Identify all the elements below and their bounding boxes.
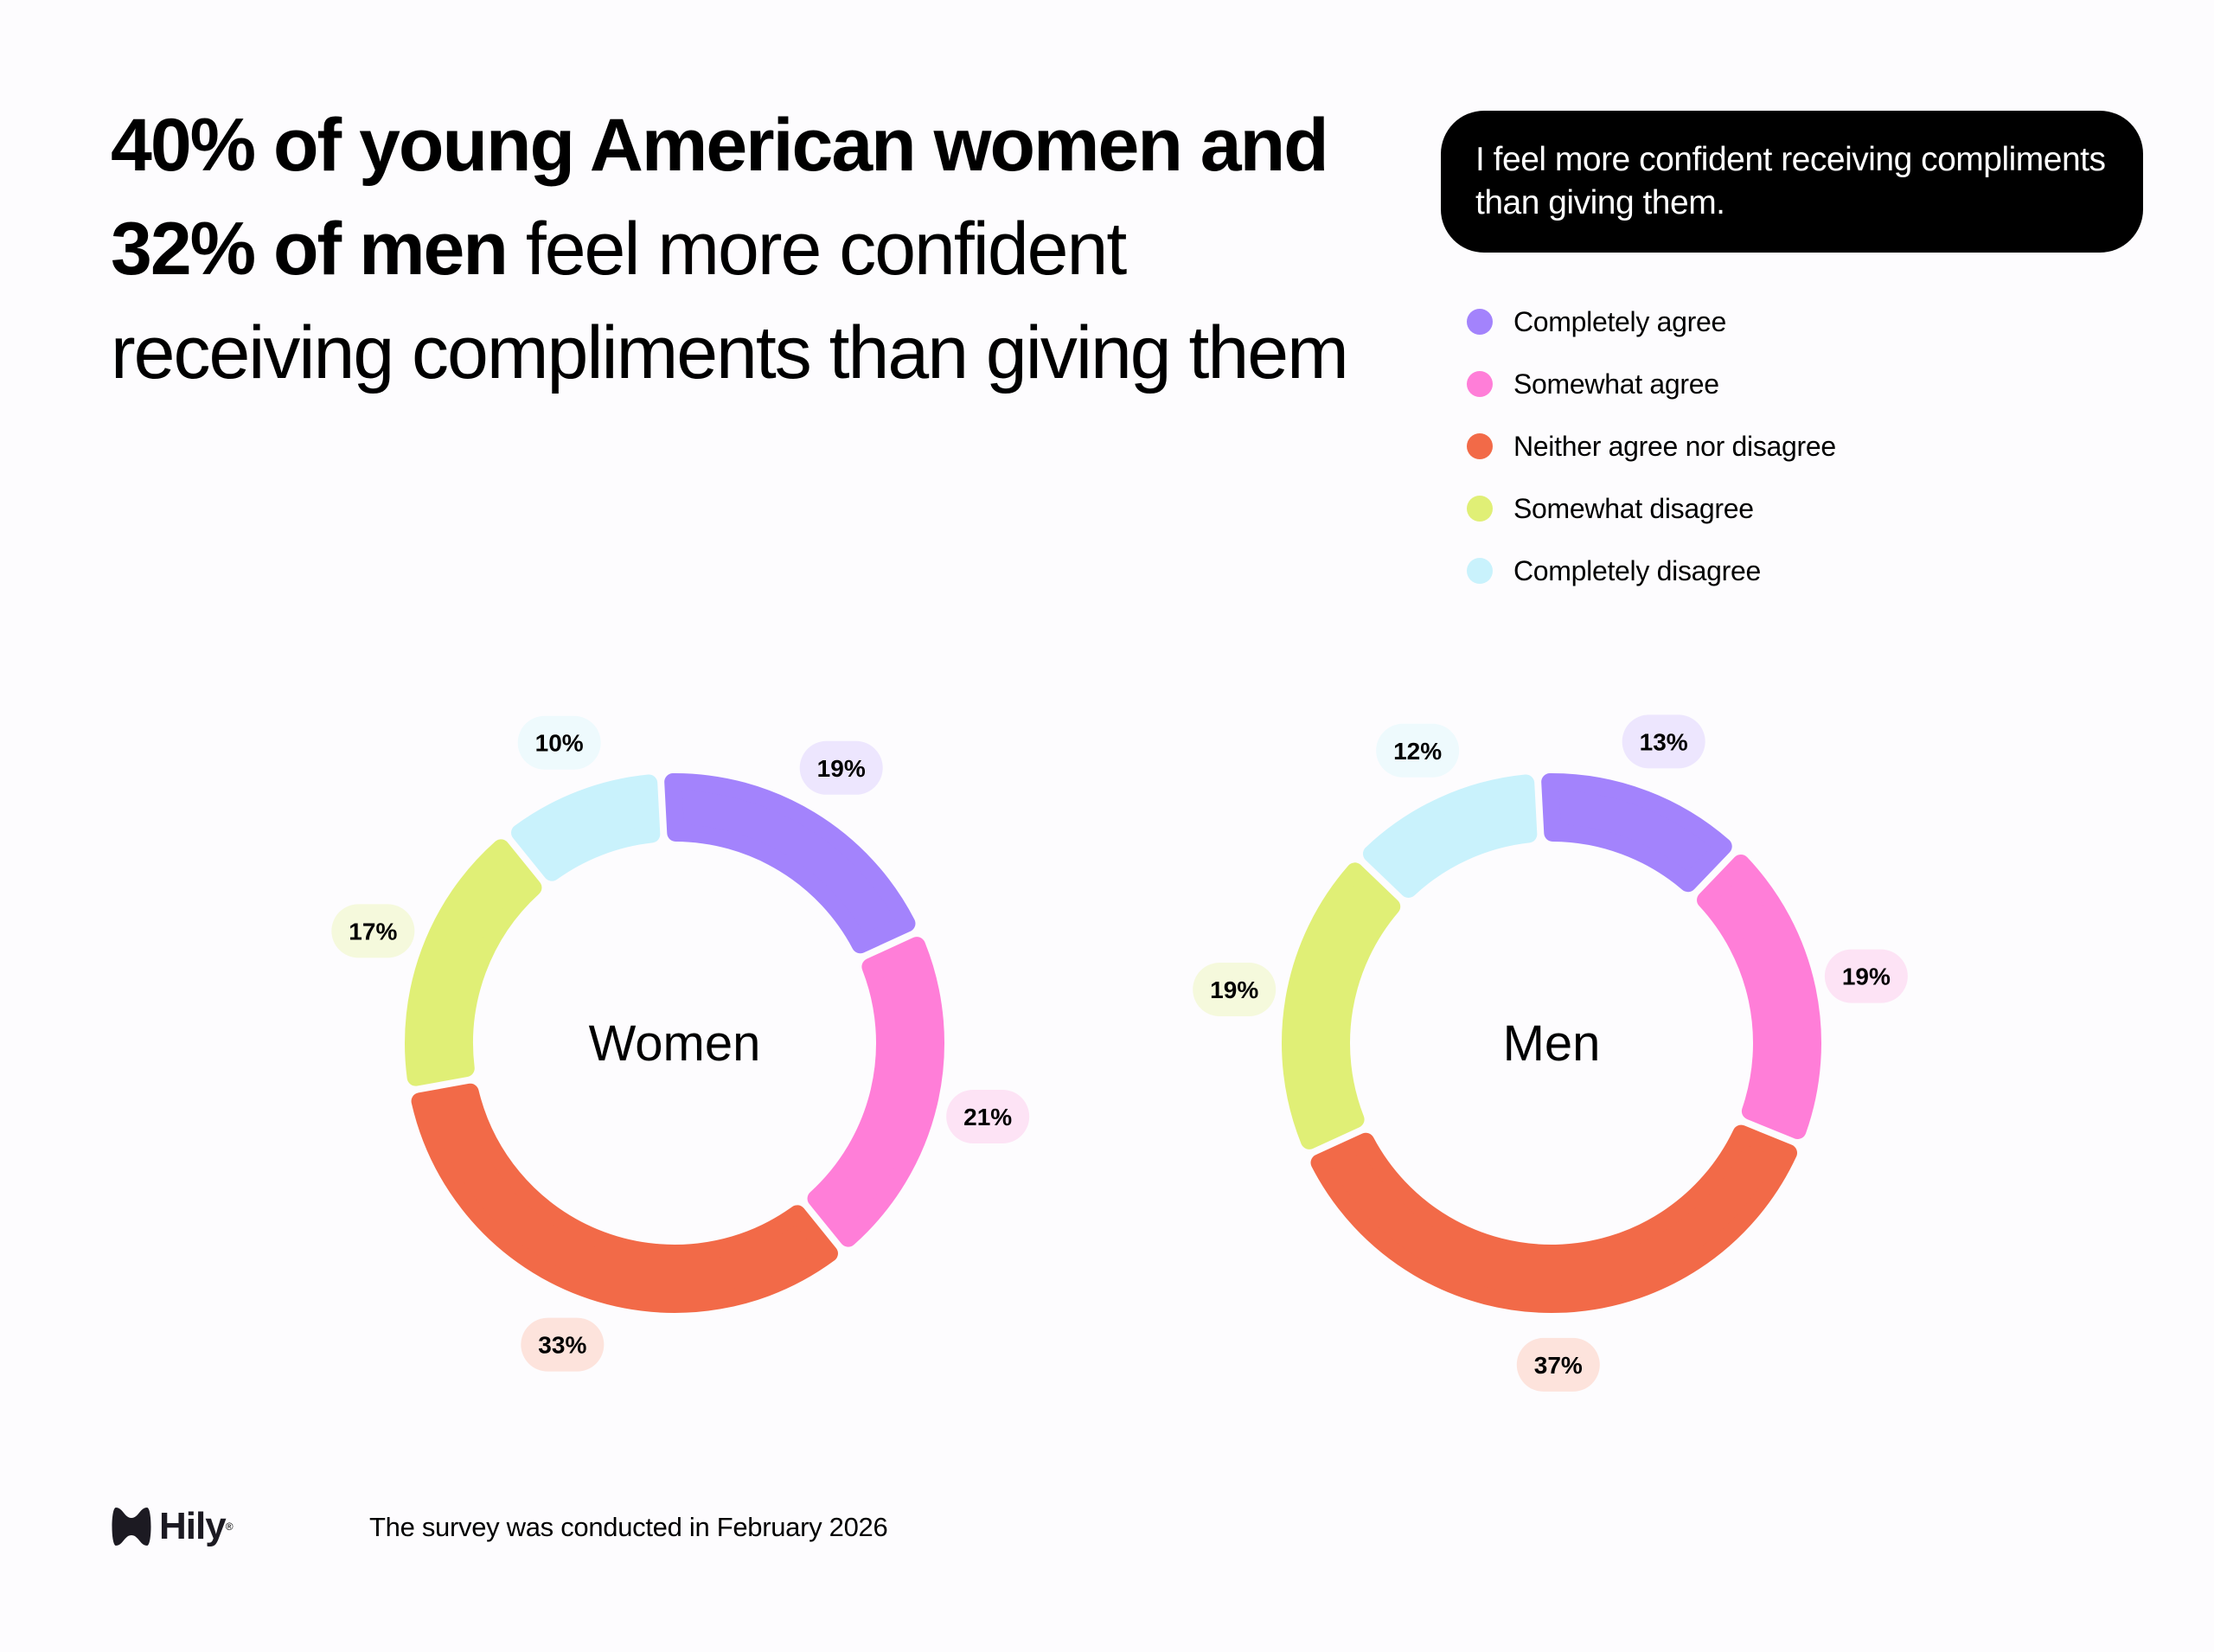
donut-segment [1541, 773, 1732, 893]
legend-swatch [1467, 433, 1493, 459]
donut-segment [1362, 774, 1538, 898]
donut-center-title: Men [1503, 1015, 1601, 1072]
value-label: 21% [963, 1104, 1012, 1130]
value-label-bg [1516, 1337, 1600, 1392]
legend-item: Somewhat agree [1467, 353, 1836, 415]
hily-logo-icon [112, 1508, 151, 1546]
brand-name: Hily [159, 1505, 227, 1547]
legend-item: Neither agree nor disagree [1467, 415, 1836, 477]
donut-men: 13% 19% 37% 19% 12% Men [1193, 714, 1908, 1392]
donut-women: 19% 21% 33% 17% 10% Women [331, 715, 1030, 1372]
value-label: 19% [1842, 964, 1891, 990]
value-label: 33% [538, 1332, 586, 1359]
value-label: 19% [1210, 976, 1258, 1003]
value-label-bg [517, 715, 601, 770]
value-label-bg [799, 740, 883, 795]
question-box: I feel more confident receiving complime… [1441, 111, 2143, 253]
value-label: 10% [535, 730, 584, 757]
value-label-bg [331, 904, 415, 958]
registered-mark: ® [225, 1521, 234, 1533]
value-label: 17% [349, 918, 397, 944]
value-label-bg [1376, 723, 1460, 778]
value-label-bg [1622, 714, 1705, 769]
value-label-bg [1824, 949, 1908, 1003]
donut-segment [1697, 854, 1821, 1140]
legend-item: Completely agree [1467, 291, 1836, 353]
donut-segment [1310, 1124, 1798, 1313]
donut-segment [1282, 862, 1401, 1149]
donut-center-title: Women [589, 1015, 761, 1072]
legend-swatch [1467, 371, 1493, 397]
value-label: 13% [1640, 728, 1688, 755]
value-label-bg [1193, 962, 1277, 1016]
legend-label: Neither agree nor disagree [1513, 430, 1836, 462]
headline: 40% of young American women and 32% of m… [111, 93, 1408, 405]
legend-label: Completely disagree [1513, 554, 1762, 586]
legend-swatch [1467, 309, 1493, 335]
legend-swatch [1467, 558, 1493, 584]
value-label-bg [521, 1317, 605, 1372]
donut-segment [807, 937, 944, 1247]
value-label: 19% [817, 755, 866, 782]
legend-swatch [1467, 496, 1493, 522]
legend-item: Completely disagree [1467, 540, 1836, 602]
legend: Completely agree Somewhat agree Neither ag… [1467, 291, 1836, 602]
legend-label: Somewhat agree [1513, 368, 1719, 400]
donut-segment [511, 774, 661, 881]
donut-segment [411, 1083, 838, 1313]
donut-segment [664, 773, 916, 954]
legend-label: Somewhat disagree [1513, 492, 1754, 524]
value-label: 37% [1534, 1352, 1583, 1379]
value-label: 12% [1393, 738, 1442, 765]
donut-segment [405, 839, 542, 1086]
value-label-bg [946, 1089, 1030, 1143]
survey-note: The survey was conducted in February 202… [369, 1512, 888, 1542]
headline-bold: 40% of young American women and 32% of m… [111, 104, 1329, 291]
hily-logo: Hily ® [111, 1505, 234, 1548]
headline-regular: feel more confident receiving compliment… [111, 208, 1349, 394]
legend-label: Completely agree [1513, 305, 1726, 337]
legend-item: Somewhat disagree [1467, 477, 1836, 540]
